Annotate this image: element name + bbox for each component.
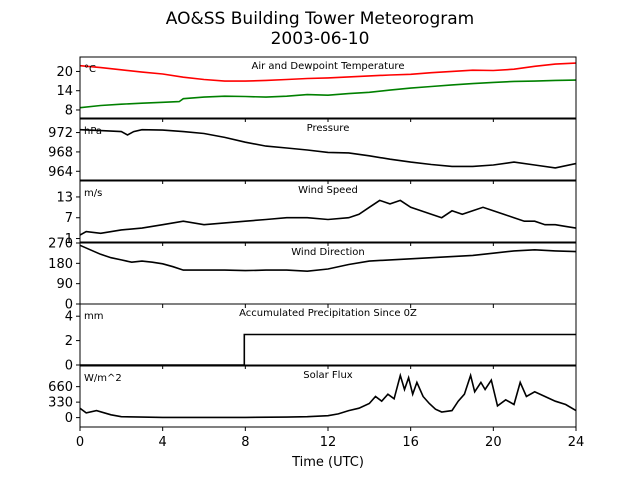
series-line-6-1 (80, 372, 576, 419)
y-tick-label: 972 (48, 126, 73, 141)
unit-label: mm (84, 311, 103, 322)
x-tick-label: 16 (402, 435, 419, 450)
y-tick-label: 8 (65, 103, 73, 118)
x-tick-label: 12 (320, 435, 337, 450)
unit-label: W/m^2 (84, 373, 122, 384)
y-tick-label: 7 (65, 211, 73, 226)
panel-title: Wind Direction (291, 247, 365, 258)
panel-1: 8 14 20 Air and Dewpoint Temperature °C (56, 56, 577, 122)
y-tick-label: 1 (65, 232, 73, 247)
y-tick-label: 0 (65, 359, 73, 374)
y-tick-label: 20 (56, 65, 73, 80)
series-line-4-1 (80, 244, 576, 273)
y-tick-label: 660 (48, 380, 73, 395)
y-tick-label: 14 (56, 84, 73, 99)
unit-label: °C (84, 64, 96, 75)
panel-title: Accumulated Precipitation Since 0Z (239, 308, 417, 319)
y-tick-label: 90 (56, 277, 73, 292)
x-tick-label: 20 (485, 435, 502, 450)
y-tick-label: 0 (65, 298, 73, 313)
series-line-1-2 (80, 79, 576, 109)
y-tick-label: 13 (56, 190, 73, 205)
panel-2: 964 968 972 Pressure hPa (48, 118, 577, 184)
x-tick-label: 8 (241, 435, 249, 450)
panel-title: Pressure (307, 123, 350, 134)
y-tick-label: 4 (65, 310, 73, 325)
y-tick-label: 968 (48, 145, 73, 160)
series-line-1-1 (80, 62, 576, 82)
x-tick-label: 4 (159, 435, 167, 450)
panel-5: 0 2 4 Accumulated Precipitation Since 0Z mm (65, 303, 577, 374)
series-line-2-1 (80, 128, 576, 169)
y-tick-label: 180 (48, 257, 73, 272)
panel-title: Air and Dewpoint Temperature (252, 61, 405, 72)
y-tick-label: 270 (48, 237, 73, 252)
y-tick-label: 964 (48, 165, 73, 180)
x-tick-label: 0 (76, 435, 84, 450)
figure-date: 2003-06-10 (271, 29, 370, 49)
y-tick-label: 330 (48, 396, 73, 411)
panel-3: 1 7 13 Wind Speed m/s (56, 180, 577, 247)
unit-label: m/s (84, 188, 102, 199)
panel-4: 0 90 180 270 Wind Direction (48, 237, 577, 313)
series-line-5-1 (80, 333, 576, 365)
x-axis-label: Time (UTC) (291, 455, 364, 470)
y-tick-label: 0 (65, 411, 73, 426)
unit-label: hPa (84, 126, 102, 137)
panel-title: Solar Flux (303, 370, 353, 381)
series-line-3-1 (80, 199, 576, 236)
x-tick-label: 24 (568, 435, 585, 450)
y-tick-label: 2 (65, 334, 73, 349)
panel-title: Wind Speed (298, 185, 358, 196)
figure-title: AO&SS Building Tower Meteorogram (166, 9, 474, 29)
